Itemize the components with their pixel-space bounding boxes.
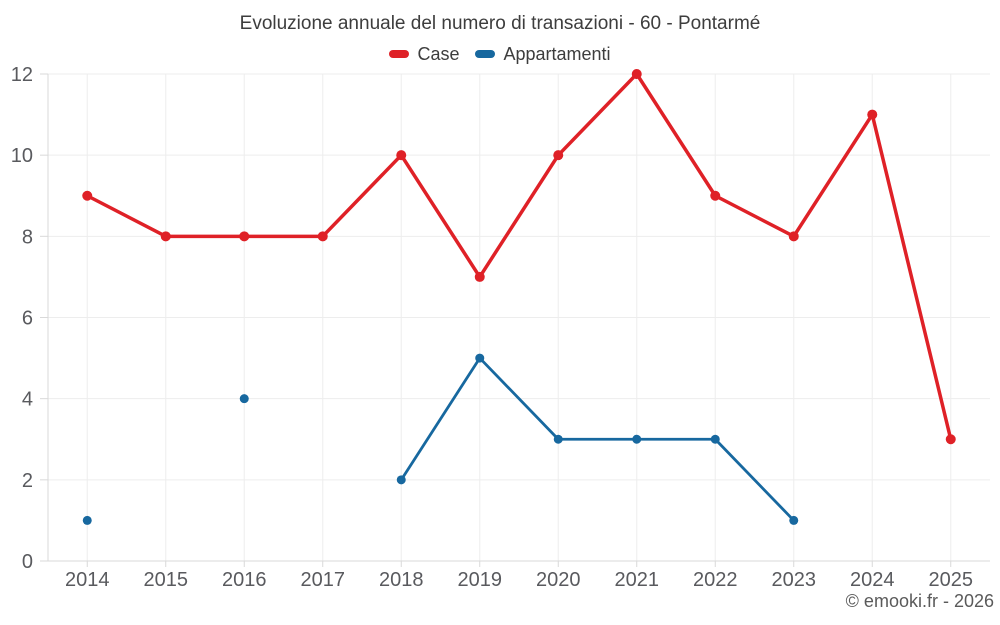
- y-axis-label-2: 2: [22, 470, 33, 492]
- appartamenti-line: [399, 356, 796, 522]
- appartamenti-point-2014: [82, 515, 92, 525]
- case-point-2014: [82, 190, 93, 201]
- x-axis-label-2024: 2024: [850, 569, 895, 591]
- x-axis-label-2017: 2017: [301, 569, 346, 591]
- case-point-2023: [788, 231, 799, 242]
- x-axis-label-2023: 2023: [772, 569, 817, 591]
- appartamenti-series-swatch: [475, 50, 496, 58]
- x-axis-label-2022: 2022: [693, 569, 738, 591]
- case-series-swatch: [389, 50, 410, 58]
- x-axis-label-2025: 2025: [929, 569, 974, 591]
- y-axis-label-10: 10: [11, 145, 33, 167]
- x-axis-label-2019: 2019: [458, 569, 503, 591]
- case-line: [85, 72, 953, 441]
- appartamenti-point-2020: [553, 434, 563, 444]
- case-point-2018: [396, 150, 407, 161]
- appartamenti-series-label: Appartamenti: [503, 43, 611, 64]
- case-point-2016: [239, 231, 250, 242]
- x-axis-label-2021: 2021: [615, 569, 660, 591]
- appartamenti-point-2023: [789, 515, 799, 525]
- x-axis-label-2018: 2018: [379, 569, 424, 591]
- case-series-label: Case: [417, 43, 460, 64]
- x-axis-label-2014: 2014: [65, 569, 110, 591]
- legend-item-appartamenti[interactable]: Appartamenti: [475, 43, 611, 65]
- y-axis-label-12: 12: [11, 64, 33, 86]
- y-axis-label-0: 0: [22, 551, 33, 573]
- appartamenti-point-2021: [632, 434, 642, 444]
- case-point-2025: [945, 434, 956, 445]
- copyright-credit: © emooki.fr - 2026: [845, 591, 994, 611]
- appartamenti-point-2019: [475, 353, 485, 363]
- appartamenti-point-2018: [396, 475, 406, 485]
- y-axis-label-4: 4: [22, 389, 33, 411]
- case-point-2017: [317, 231, 328, 242]
- case-point-2021: [631, 69, 642, 79]
- case-point-2022: [710, 190, 721, 201]
- case-point-2015: [160, 231, 171, 242]
- y-axis-label-6: 6: [22, 308, 33, 330]
- x-axis-label-2015: 2015: [144, 569, 189, 591]
- appartamenti-point-2016: [239, 394, 249, 404]
- case-point-2024: [867, 109, 878, 120]
- case-point-2019: [474, 271, 485, 282]
- case-point-2020: [553, 150, 564, 161]
- chart-legend: Case Appartamenti: [0, 43, 1000, 65]
- y-axis-label-8: 8: [22, 226, 33, 248]
- x-axis-label-2016: 2016: [222, 569, 267, 591]
- legend-item-case[interactable]: Case: [389, 44, 459, 65]
- x-axis-label-2020: 2020: [536, 569, 581, 591]
- chart-title: Evoluzione annuale del numero di transaz…: [239, 13, 761, 34]
- appartamenti-point-2022: [710, 434, 720, 444]
